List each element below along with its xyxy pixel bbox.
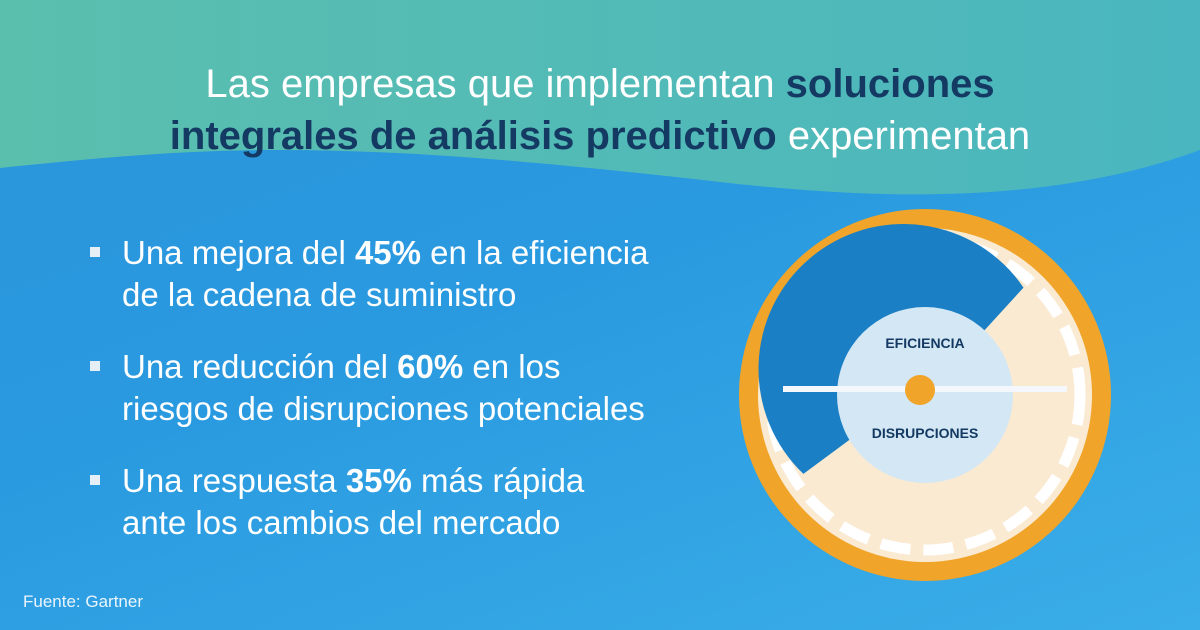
stat-text-after: más rápida xyxy=(411,462,585,499)
stat-value: 60% xyxy=(397,348,464,385)
stat-text-after: en la eficiencia xyxy=(421,234,649,271)
source-note: Fuente: Gartner xyxy=(23,592,144,611)
headline-part2: experimentan xyxy=(776,114,1031,158)
gauge-illustration: EFICIENCIA DISRUPCIONES xyxy=(739,209,1111,581)
headline-bold2: integrales de análisis predictivo xyxy=(169,114,777,158)
bullet-square-icon xyxy=(90,475,100,485)
headline: Las empresas que implementan soluciones … xyxy=(0,58,1200,162)
stat-text-line2: ante los cambios del mercado xyxy=(122,504,561,541)
stat-value: 45% xyxy=(354,234,422,271)
gauge-top-label: EFICIENCIA xyxy=(885,335,964,351)
bullet-square-icon xyxy=(90,247,100,257)
gauge-pivot xyxy=(905,375,935,405)
stats-list: Una mejora del 45% en la eficiencia de l… xyxy=(90,232,740,574)
stat-text-after: en los xyxy=(463,348,561,385)
stat-item: Una mejora del 45% en la eficiencia de l… xyxy=(90,232,740,316)
header-wave xyxy=(0,0,1200,195)
headline-part1: Las empresas que implementan xyxy=(205,62,786,106)
stat-text-before: Una respuesta xyxy=(122,462,346,499)
bullet-square-icon xyxy=(90,361,100,371)
stat-text-before: Una mejora del xyxy=(122,234,355,271)
stat-value: 35% xyxy=(345,462,412,499)
stat-item: Una respuesta 35% más rápida ante los ca… xyxy=(90,460,740,544)
gauge-bottom-label: DISRUPCIONES xyxy=(872,425,979,441)
stat-text-before: Una reducción del xyxy=(122,348,398,385)
gauge-progress-arc xyxy=(758,223,1024,474)
headline-bold1: soluciones xyxy=(785,62,995,106)
stat-item: Una reducción del 60% en los riesgos de … xyxy=(90,346,740,430)
stat-text-line2: de la cadena de suministro xyxy=(122,276,517,313)
stat-text-line2: riesgos de disrupciones potenciales xyxy=(122,390,645,427)
